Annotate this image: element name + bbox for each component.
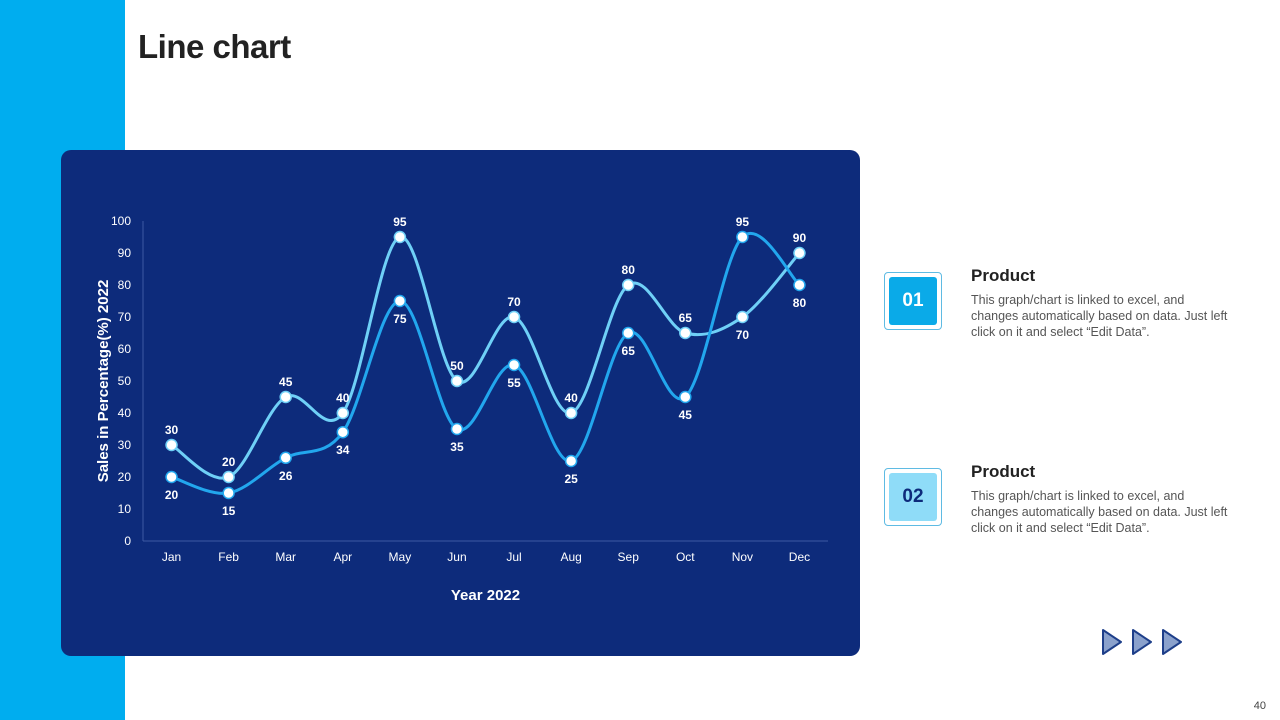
play-arrow-icon[interactable] [1160,628,1184,661]
series-2-data-label: 45 [679,408,693,422]
series-2-point [279,451,292,465]
series-1-data-label: 70 [507,295,521,309]
series-2-data-label: 95 [736,215,750,229]
series-1-line [170,235,801,480]
series-1-point [679,326,692,340]
series-2-point [564,454,578,468]
series-1-data-label: 65 [679,311,693,325]
series-2-point [393,294,407,308]
legend-title-1: Product [971,266,1036,285]
x-tick-label: May [389,550,412,564]
y-tick-label: 10 [118,502,132,516]
legend-number-box-1: 01 [884,272,942,330]
x-tick-label: Oct [676,550,695,564]
line-chart: 0 10 20 30 40 50 60 70 80 90 100 Jan Feb Mar Apr May Jun… [95,214,828,604]
series-2-point [222,486,235,500]
x-tick-label: Feb [218,550,239,564]
series-1-point [222,470,235,484]
x-tick-label: Jul [506,550,521,564]
series-2-point [450,422,464,436]
x-tick-label: Nov [732,550,753,564]
x-tick-label: Dec [789,550,810,564]
play-arrow-icon[interactable] [1100,628,1124,661]
series-1-data-label: 90 [793,231,807,245]
legend-number-box-2: 02 [884,468,942,526]
legend-title-2: Product [971,462,1036,481]
legend-card-1: 01 Product This graph/chart is linked to… [884,266,1280,362]
series-2-point [507,358,521,372]
series-1-data-label: 20 [222,455,236,469]
series-1-data-label: 30 [165,423,179,437]
y-tick-label: 90 [118,246,132,260]
x-tick-label: Aug [560,550,581,564]
series-1-data-label: 45 [279,375,293,389]
play-arrow-icon[interactable] [1130,628,1154,661]
series-1-point [279,390,292,404]
y-tick-label: 40 [118,406,132,420]
legend-description-2: This graph/chart is linked to excel, and… [971,489,1228,535]
series-1-point [736,310,749,324]
x-tick-label: Jan [162,550,181,564]
y-tick-label: 0 [124,534,131,548]
series-1-point [336,406,350,420]
series-2-data-label: 35 [450,440,464,454]
series-2-data-label: 15 [222,504,236,518]
series-2-data-label: 26 [279,469,293,483]
series-1-point [564,406,578,420]
series-2-point [165,470,178,484]
series-2-point [336,425,350,439]
legend-number-1: 01 [889,277,937,325]
chart-panel: 0 10 20 30 40 50 60 70 80 90 100 Jan Feb Mar Apr May Jun… [61,150,860,656]
page-title: Line chart [138,28,291,65]
series-1-point [621,278,635,292]
y-tick-label: 70 [118,310,132,324]
y-tick-label: 100 [111,214,131,228]
series-2-point [793,278,806,292]
series-1-data-label: 40 [564,391,578,405]
y-axis-title: Sales in Percentage(%) 2022 [95,280,112,483]
x-axis-title: Year 2022 [451,587,520,604]
legend-card-2: 02 Product This graph/chart is linked to… [884,462,1280,558]
series-2-point [679,390,692,404]
series-2-data-label: 75 [393,312,407,326]
series-1-data-label: 95 [393,215,407,229]
series-2-data-label: 25 [564,472,578,486]
x-tick-label: Sep [618,550,640,564]
series-2-data-label: 20 [165,488,179,502]
series-2-point [621,326,635,340]
x-tick-label: Jun [447,550,466,564]
series-2-data-label: 80 [793,296,807,310]
series-2-point [736,230,749,244]
y-tick-label: 60 [118,342,132,356]
series-1-point [450,374,464,388]
x-tick-label: Apr [333,550,352,564]
x-tick-label: Mar [275,550,296,564]
series-2-data-label: 65 [622,344,636,358]
series-1-data-label: 40 [336,391,350,405]
nav-arrows [1100,628,1190,661]
y-tick-label: 80 [118,278,132,292]
series-2-data-label: 34 [336,443,350,457]
series-2-data-label: 55 [507,376,521,390]
y-tick-label: 20 [118,470,132,484]
page-number: 40 [1253,700,1266,712]
legend-description-1: This graph/chart is linked to excel, and… [971,293,1228,339]
series-1-point [507,310,521,324]
y-tick-label: 50 [118,374,132,388]
series-1-point [393,230,407,244]
series-1-data-label: 50 [450,359,464,373]
legend-number-2: 02 [889,473,937,521]
series-1-point [165,438,178,452]
series-1-point [793,246,806,260]
series-1-data-label: 80 [622,263,636,277]
series-2-line [171,232,801,495]
series-1-data-label: 70 [736,328,750,342]
y-tick-label: 30 [118,438,132,452]
